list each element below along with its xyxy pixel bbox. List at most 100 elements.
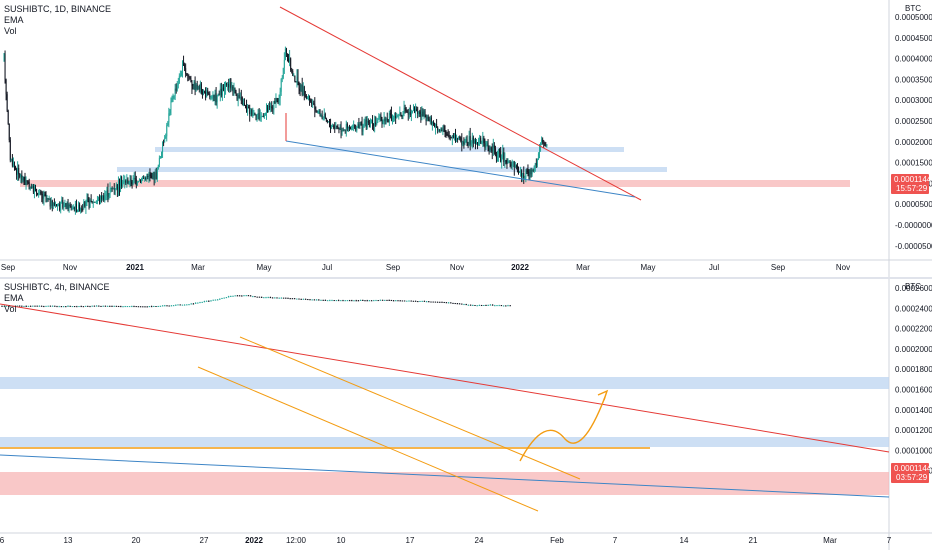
candle[interactable] [105, 194, 107, 196]
candle[interactable] [421, 111, 423, 117]
candle[interactable] [168, 113, 170, 123]
candle[interactable] [406, 110, 408, 113]
candle[interactable] [51, 305, 54, 307]
candle[interactable] [5, 305, 8, 307]
candle[interactable] [124, 180, 126, 182]
candle[interactable] [150, 174, 152, 176]
candle[interactable] [351, 300, 353, 302]
candle[interactable] [49, 305, 52, 307]
candle[interactable] [224, 88, 225, 90]
candle[interactable] [278, 297, 280, 299]
candle[interactable] [310, 100, 312, 102]
candle[interactable] [377, 300, 379, 302]
candle[interactable] [115, 184, 117, 190]
candle[interactable] [463, 304, 465, 306]
candle[interactable] [166, 305, 168, 307]
candle[interactable] [496, 305, 498, 307]
candle[interactable] [302, 298, 305, 300]
candle[interactable] [541, 139, 543, 143]
candle[interactable] [213, 95, 215, 98]
candle[interactable] [459, 137, 461, 139]
candle[interactable] [469, 304, 472, 306]
candle[interactable] [405, 108, 407, 111]
candle[interactable] [206, 90, 208, 98]
candle[interactable] [6, 94, 8, 111]
candle[interactable] [481, 142, 483, 144]
candle[interactable] [121, 176, 123, 187]
candle[interactable] [491, 149, 493, 152]
candle[interactable] [89, 306, 91, 308]
candle[interactable] [333, 125, 335, 128]
candle[interactable] [258, 296, 261, 298]
candle[interactable] [546, 144, 548, 147]
candle[interactable] [199, 302, 201, 304]
candle[interactable] [17, 168, 19, 175]
candle[interactable] [545, 145, 547, 147]
candle[interactable] [128, 306, 131, 308]
candle[interactable] [489, 304, 492, 306]
candle[interactable] [177, 82, 179, 85]
candle[interactable] [510, 164, 512, 167]
candle[interactable] [342, 130, 344, 132]
candle[interactable] [19, 173, 21, 177]
candle[interactable] [20, 175, 22, 177]
candle[interactable] [117, 306, 120, 308]
candle[interactable] [161, 305, 164, 307]
candle[interactable] [1, 305, 3, 307]
candle[interactable] [359, 123, 361, 129]
candle[interactable] [192, 85, 194, 87]
candle[interactable] [336, 125, 338, 127]
candle[interactable] [368, 300, 371, 302]
candle[interactable] [53, 203, 55, 206]
candle[interactable] [114, 189, 116, 191]
candle[interactable] [126, 179, 128, 183]
candle[interactable] [300, 84, 302, 91]
candle[interactable] [60, 306, 63, 308]
candle[interactable] [28, 182, 30, 190]
candle[interactable] [321, 115, 323, 119]
candle[interactable] [4, 53, 6, 80]
candle[interactable] [245, 295, 247, 297]
candle[interactable] [147, 176, 149, 178]
candle[interactable] [229, 78, 231, 88]
candle[interactable] [134, 177, 136, 180]
candle[interactable] [478, 305, 481, 307]
candle[interactable] [87, 305, 89, 307]
candle[interactable] [375, 122, 377, 125]
candle[interactable] [231, 86, 233, 89]
candle[interactable] [38, 193, 40, 195]
candle[interactable] [381, 119, 383, 125]
candle[interactable] [345, 123, 347, 131]
candle[interactable] [249, 108, 251, 115]
candle[interactable] [477, 142, 479, 146]
candle[interactable] [123, 180, 125, 183]
candle[interactable] [250, 109, 252, 115]
candle[interactable] [313, 103, 315, 105]
candle[interactable] [368, 122, 370, 124]
candle[interactable] [248, 106, 250, 109]
candle[interactable] [329, 121, 330, 126]
candle[interactable] [451, 135, 453, 138]
candle[interactable] [386, 299, 388, 301]
candle[interactable] [471, 137, 473, 144]
projection-arrowhead[interactable] [597, 389, 609, 401]
candle[interactable] [532, 169, 534, 171]
candle[interactable] [155, 306, 157, 308]
candle[interactable] [388, 299, 390, 301]
candle[interactable] [217, 93, 219, 96]
candle[interactable] [380, 115, 382, 120]
candle[interactable] [5, 79, 7, 95]
candle[interactable] [421, 300, 423, 302]
candle[interactable] [164, 305, 166, 307]
candle[interactable] [179, 304, 181, 306]
candle[interactable] [427, 116, 429, 120]
candle[interactable] [181, 304, 184, 306]
candle[interactable] [472, 137, 474, 144]
candle[interactable] [141, 178, 143, 183]
candle[interactable] [164, 138, 166, 143]
candle[interactable] [108, 195, 110, 197]
candle[interactable] [233, 87, 235, 92]
candle[interactable] [381, 299, 384, 301]
candle[interactable] [240, 97, 242, 99]
candle[interactable] [530, 169, 532, 175]
